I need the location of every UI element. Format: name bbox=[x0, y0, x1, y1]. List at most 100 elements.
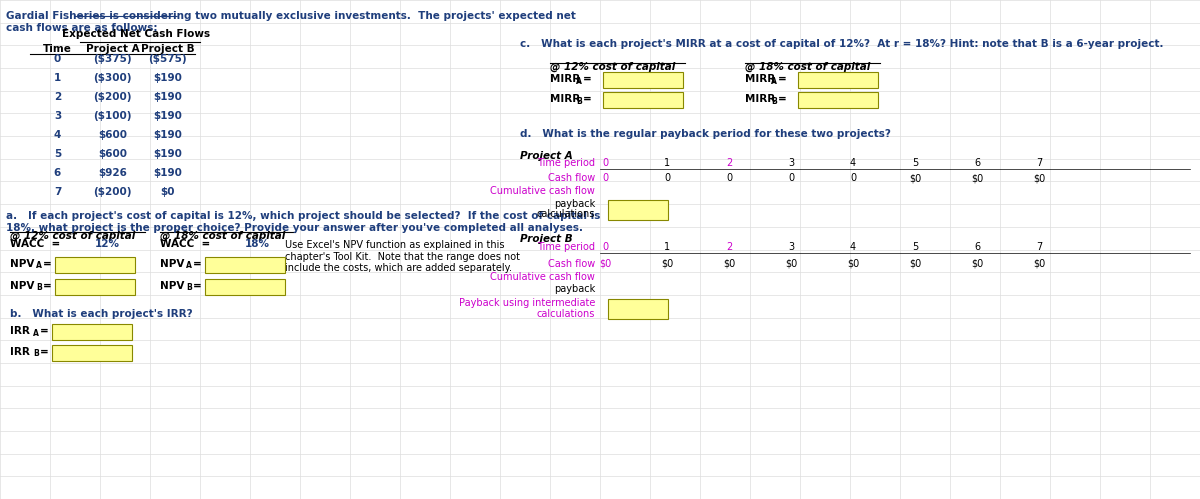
Text: =: = bbox=[583, 94, 592, 104]
Text: Cash flow: Cash flow bbox=[547, 173, 595, 183]
Text: Project A: Project A bbox=[520, 151, 572, 161]
Text: 6: 6 bbox=[54, 168, 61, 178]
Text: ($100): ($100) bbox=[94, 111, 132, 121]
Text: Time: Time bbox=[43, 44, 72, 54]
Text: Use Excel's NPV function as explained in this
chapter's Tool Kit.  Note that the: Use Excel's NPV function as explained in… bbox=[286, 240, 520, 273]
Text: NPV: NPV bbox=[160, 281, 185, 291]
Text: 3: 3 bbox=[54, 111, 61, 121]
Text: $190: $190 bbox=[154, 92, 182, 102]
Text: MIRR: MIRR bbox=[745, 74, 775, 84]
Text: 12%: 12% bbox=[95, 239, 120, 249]
Text: $0: $0 bbox=[971, 259, 983, 269]
Text: WACC  =: WACC = bbox=[160, 239, 210, 249]
Text: @ 18% cost of capital: @ 18% cost of capital bbox=[160, 231, 286, 241]
Text: Cash flow: Cash flow bbox=[547, 259, 595, 269]
Bar bbox=[798, 72, 878, 88]
Text: Time period: Time period bbox=[538, 158, 595, 168]
Text: MIRR: MIRR bbox=[550, 94, 581, 104]
Text: $0: $0 bbox=[722, 259, 736, 269]
Text: ($200): ($200) bbox=[94, 187, 132, 197]
Text: 1: 1 bbox=[664, 242, 670, 252]
Text: 2: 2 bbox=[54, 92, 61, 102]
Text: @ 12% cost of capital: @ 12% cost of capital bbox=[550, 62, 676, 72]
Text: c.   What is each project's MIRR at a cost of capital of 12%?  At r = 18%? Hint:: c. What is each project's MIRR at a cost… bbox=[520, 39, 1164, 49]
Text: MIRR: MIRR bbox=[745, 94, 775, 104]
Text: NPV: NPV bbox=[10, 281, 35, 291]
Text: =: = bbox=[778, 74, 787, 84]
Text: $0: $0 bbox=[908, 259, 922, 269]
Text: 5: 5 bbox=[912, 242, 918, 252]
Text: NPV: NPV bbox=[10, 259, 35, 269]
Text: B: B bbox=[576, 96, 582, 105]
Bar bbox=[798, 92, 878, 108]
Text: 0: 0 bbox=[602, 242, 608, 252]
Text: $0: $0 bbox=[1033, 259, 1045, 269]
Bar bbox=[608, 200, 668, 220]
Text: =: = bbox=[40, 347, 49, 357]
Text: $600: $600 bbox=[98, 130, 127, 140]
Bar bbox=[608, 299, 668, 319]
Text: 5: 5 bbox=[912, 158, 918, 168]
Text: payback: payback bbox=[553, 284, 595, 294]
Text: calculations: calculations bbox=[536, 309, 595, 319]
Text: 4: 4 bbox=[850, 158, 856, 168]
Text: Expected Net Cash Flows: Expected Net Cash Flows bbox=[62, 29, 211, 39]
Text: B: B bbox=[36, 283, 42, 292]
Text: 7: 7 bbox=[1036, 242, 1042, 252]
Text: 0: 0 bbox=[602, 158, 608, 168]
Text: 0: 0 bbox=[664, 173, 670, 183]
Text: Project A: Project A bbox=[85, 44, 139, 54]
Text: b.   What is each project's IRR?: b. What is each project's IRR? bbox=[10, 309, 193, 319]
Text: 5: 5 bbox=[54, 149, 61, 159]
Text: 3: 3 bbox=[788, 242, 794, 252]
Text: IRR: IRR bbox=[10, 326, 30, 336]
Text: @ 12% cost of capital: @ 12% cost of capital bbox=[10, 231, 136, 241]
Text: B: B bbox=[34, 349, 38, 358]
Bar bbox=[55, 279, 134, 295]
Text: $926: $926 bbox=[98, 168, 127, 178]
Text: =: = bbox=[43, 259, 52, 269]
Text: d.   What is the regular payback period for these two projects?: d. What is the regular payback period fo… bbox=[520, 129, 890, 139]
Text: Cumulative cash flow: Cumulative cash flow bbox=[490, 186, 595, 196]
Text: 1: 1 bbox=[54, 73, 61, 83]
Bar bbox=[205, 257, 286, 273]
Text: B: B bbox=[772, 96, 776, 105]
Text: B: B bbox=[186, 283, 192, 292]
Text: 3: 3 bbox=[788, 158, 794, 168]
Text: Cumulative cash flow: Cumulative cash flow bbox=[490, 272, 595, 282]
Text: 6: 6 bbox=[974, 242, 980, 252]
Text: 0: 0 bbox=[788, 173, 794, 183]
Bar bbox=[205, 279, 286, 295]
Text: a.   If each project's cost of capital is 12%, which project should be selected?: a. If each project's cost of capital is … bbox=[6, 211, 600, 233]
Text: A: A bbox=[36, 261, 42, 270]
Text: Project B: Project B bbox=[520, 234, 572, 244]
Text: A: A bbox=[772, 76, 776, 85]
Text: $0: $0 bbox=[661, 259, 673, 269]
Bar bbox=[55, 257, 134, 273]
Bar bbox=[52, 324, 132, 340]
Text: ($200): ($200) bbox=[94, 92, 132, 102]
Text: payback: payback bbox=[553, 199, 595, 209]
Text: $190: $190 bbox=[154, 168, 182, 178]
Text: $190: $190 bbox=[154, 149, 182, 159]
Bar bbox=[604, 92, 683, 108]
Text: =: = bbox=[40, 326, 49, 336]
Text: Payback using intermediate: Payback using intermediate bbox=[458, 298, 595, 308]
Text: 0: 0 bbox=[54, 54, 61, 64]
Text: $0: $0 bbox=[847, 259, 859, 269]
Text: NPV: NPV bbox=[160, 259, 185, 269]
Text: 6: 6 bbox=[974, 158, 980, 168]
Text: $190: $190 bbox=[154, 130, 182, 140]
Text: $190: $190 bbox=[154, 73, 182, 83]
Text: $190: $190 bbox=[154, 111, 182, 121]
Text: calculations: calculations bbox=[536, 209, 595, 219]
Text: $0: $0 bbox=[908, 173, 922, 183]
Text: 0: 0 bbox=[726, 173, 732, 183]
Text: $0: $0 bbox=[785, 259, 797, 269]
Text: =: = bbox=[193, 281, 202, 291]
Text: 1: 1 bbox=[664, 158, 670, 168]
Text: 18%: 18% bbox=[245, 239, 270, 249]
Text: 4: 4 bbox=[850, 242, 856, 252]
Text: $0: $0 bbox=[599, 259, 611, 269]
Text: $600: $600 bbox=[98, 149, 127, 159]
